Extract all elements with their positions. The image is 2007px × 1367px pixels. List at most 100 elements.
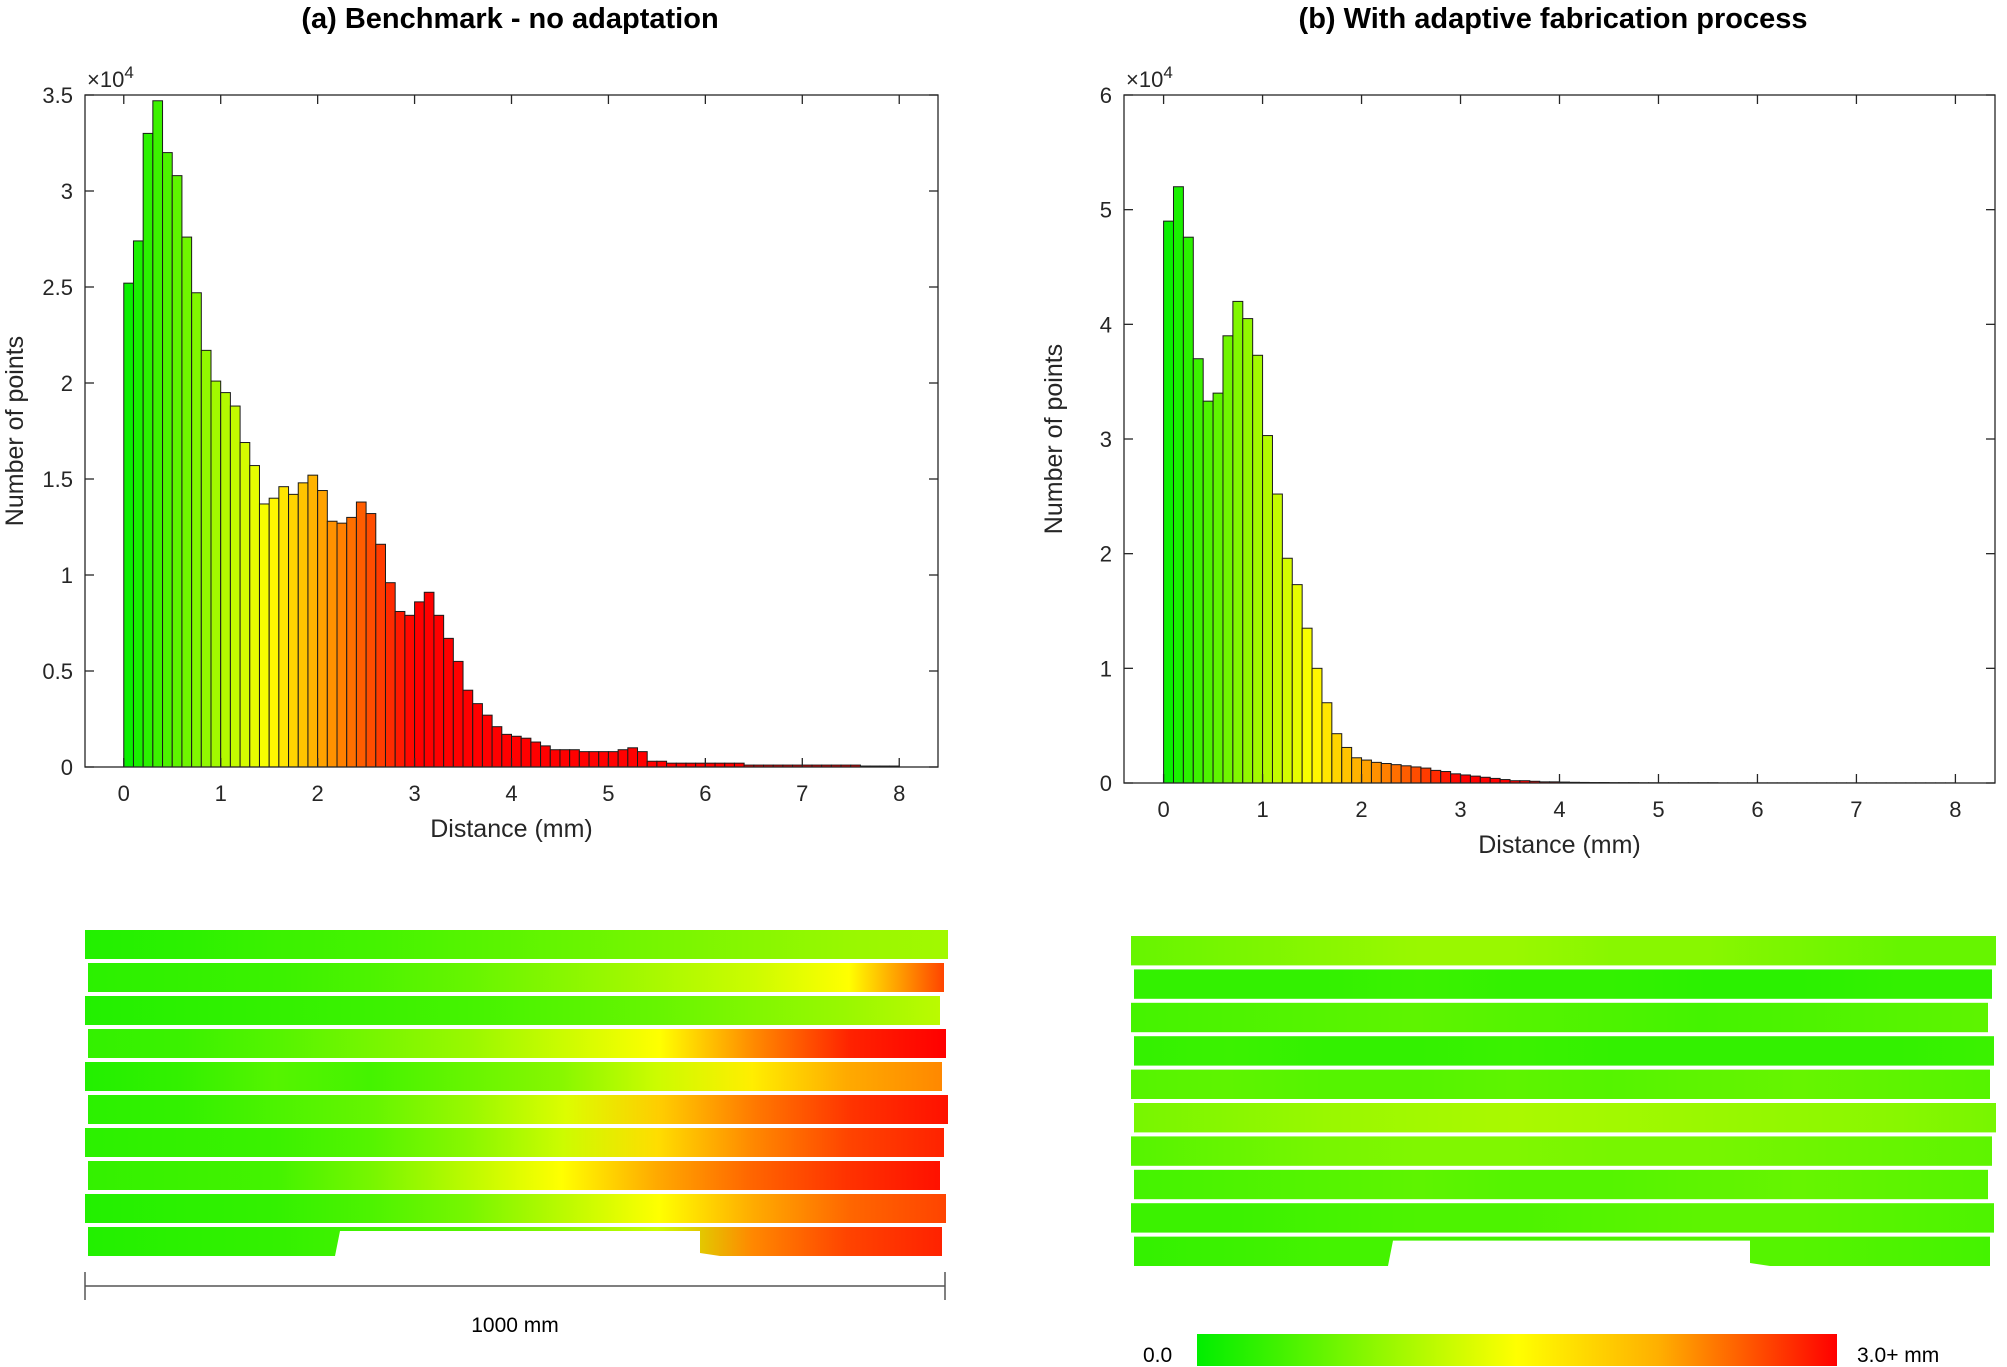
scale-bar-label: 1000 mm bbox=[471, 1314, 559, 1337]
x-tick-label: 7 bbox=[1850, 797, 1862, 822]
bar bbox=[637, 751, 648, 768]
map-strip bbox=[1131, 936, 1996, 966]
bar bbox=[1489, 777, 1501, 784]
bar bbox=[423, 591, 435, 768]
x-tick-label: 3 bbox=[1454, 797, 1466, 822]
bar bbox=[481, 714, 493, 768]
bar bbox=[1182, 236, 1194, 784]
bar bbox=[1390, 764, 1402, 784]
bar bbox=[1222, 335, 1234, 784]
bar bbox=[355, 501, 367, 768]
map-strip bbox=[1131, 1069, 1990, 1099]
bar bbox=[598, 751, 609, 768]
bar bbox=[1341, 746, 1353, 784]
bar bbox=[1400, 765, 1412, 784]
bar bbox=[433, 614, 445, 768]
bar bbox=[646, 760, 658, 768]
bar bbox=[520, 737, 532, 768]
map-strip bbox=[85, 996, 940, 1025]
x-tick-label: 2 bbox=[312, 781, 324, 806]
bar bbox=[588, 751, 600, 768]
bar bbox=[123, 282, 134, 768]
x-tick-label: 2 bbox=[1355, 797, 1367, 822]
map-strip bbox=[88, 1095, 948, 1124]
bar bbox=[1479, 776, 1491, 784]
scale-bar: 1000 mm bbox=[84, 1272, 946, 1337]
map-strip bbox=[1134, 1236, 1990, 1266]
bar bbox=[191, 292, 202, 768]
bar bbox=[346, 516, 357, 768]
bar bbox=[414, 601, 425, 768]
bar bbox=[1281, 557, 1293, 784]
map-strip bbox=[85, 1194, 946, 1223]
bar bbox=[1440, 771, 1452, 784]
x-tick-label: 1 bbox=[215, 781, 227, 806]
chart-title-a: (a) Benchmark - no adaptation bbox=[301, 3, 718, 35]
bar bbox=[1420, 767, 1432, 784]
chart-title-b: (b) With adaptive fabrication process bbox=[1299, 3, 1808, 35]
map-strip bbox=[88, 1227, 942, 1256]
map-strip bbox=[85, 1062, 942, 1091]
bar bbox=[540, 745, 551, 768]
map-strip bbox=[1131, 1203, 1994, 1233]
bar bbox=[384, 582, 396, 768]
bar bbox=[278, 486, 290, 768]
y-tick-label: 6 bbox=[1100, 83, 1112, 108]
x-tick-label: 4 bbox=[505, 781, 517, 806]
y-tick-label: 0 bbox=[61, 755, 73, 780]
bar bbox=[404, 614, 416, 768]
x-tick-label: 5 bbox=[602, 781, 614, 806]
y-exponent-label: ×104 bbox=[87, 63, 134, 92]
bar bbox=[1351, 757, 1363, 784]
bar bbox=[627, 747, 639, 768]
map-strip bbox=[1134, 969, 1992, 999]
colorbar-max-label: 3.0+ mm bbox=[1857, 1344, 1939, 1367]
x-tick-label: 5 bbox=[1652, 797, 1664, 822]
bar bbox=[443, 637, 454, 768]
adaptive-deviation-map bbox=[1131, 936, 1996, 1266]
map-strip bbox=[1134, 1036, 1994, 1066]
y-tick-label: 5 bbox=[1100, 198, 1112, 223]
bar bbox=[549, 749, 561, 768]
bar bbox=[1311, 667, 1323, 784]
bar bbox=[1380, 763, 1392, 784]
bar bbox=[220, 392, 231, 768]
y-tick-label: 0 bbox=[1100, 771, 1112, 796]
bar bbox=[1370, 761, 1382, 784]
y-tick-label: 1 bbox=[61, 563, 73, 588]
map-strip bbox=[88, 1029, 946, 1058]
bar bbox=[1163, 220, 1174, 784]
bar bbox=[569, 749, 580, 768]
bar bbox=[307, 474, 319, 768]
bar bbox=[229, 405, 241, 768]
bar bbox=[1291, 584, 1303, 784]
y-tick-label: 2.5 bbox=[42, 275, 73, 300]
map-strip bbox=[1131, 1002, 1988, 1033]
map-strip bbox=[88, 1161, 940, 1190]
x-tick-label: 6 bbox=[699, 781, 711, 806]
bar bbox=[1192, 358, 1204, 784]
bar bbox=[326, 520, 338, 768]
bar bbox=[1232, 300, 1244, 784]
bar bbox=[462, 689, 474, 768]
bar bbox=[607, 751, 619, 768]
y-tick-label: 3 bbox=[61, 179, 73, 204]
x-tick-label: 3 bbox=[408, 781, 420, 806]
bar bbox=[258, 503, 270, 768]
map-strip bbox=[85, 930, 948, 959]
x-tick-label: 6 bbox=[1751, 797, 1763, 822]
benchmark-deviation-map bbox=[85, 930, 948, 1256]
bar bbox=[394, 610, 406, 768]
x-tick-label: 4 bbox=[1553, 797, 1565, 822]
bar bbox=[1361, 759, 1372, 784]
x-tick-label: 1 bbox=[1256, 797, 1268, 822]
bar bbox=[181, 236, 193, 768]
y-tick-label: 3.5 bbox=[42, 83, 73, 108]
bar bbox=[656, 760, 668, 768]
x-tick-label: 0 bbox=[118, 781, 130, 806]
map-strip bbox=[1131, 1136, 1992, 1166]
y-tick-label: 1 bbox=[1100, 656, 1112, 681]
y-exponent-label: ×104 bbox=[1126, 63, 1173, 92]
bar bbox=[200, 349, 212, 768]
